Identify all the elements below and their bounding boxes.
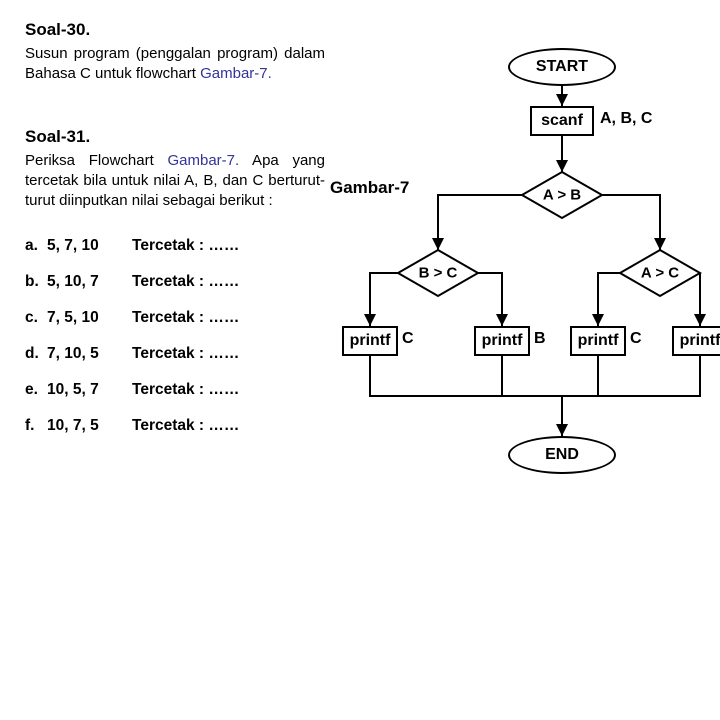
- answer-result: Tercetak : ……: [132, 309, 239, 326]
- soal31-body-pre: Periksa Flowchart: [25, 152, 167, 169]
- answer-row: d.7, 10, 5Tercetak : ……: [25, 345, 325, 363]
- answer-result: Tercetak : ……: [132, 417, 239, 434]
- soal30-body-link: Gambar-7.: [200, 65, 272, 82]
- answer-row: a.5, 7, 10Tercetak : ……: [25, 237, 325, 255]
- start-node: START: [508, 48, 616, 86]
- printf-c2: printf: [570, 326, 626, 356]
- answer-vals: 10, 5, 7: [47, 381, 132, 399]
- decision-a-gt-b: A > B: [522, 172, 602, 218]
- printf-a: printf: [672, 326, 720, 356]
- printf-c1: printf: [342, 326, 398, 356]
- answer-row: b.5, 10, 7Tercetak : ……: [25, 273, 325, 291]
- printf-b: printf: [474, 326, 530, 356]
- soal31-body-link: Gambar-7.: [167, 152, 239, 169]
- soal31-body: Periksa Flowchart Gambar-7. Apa yang ter…: [25, 151, 325, 212]
- answer-result: Tercetak : ……: [132, 345, 239, 362]
- end-node: END: [508, 436, 616, 474]
- decision-label: B > C: [419, 265, 458, 282]
- answer-vals: 10, 7, 5: [47, 417, 132, 435]
- soal30-title: Soal-30.: [25, 20, 325, 40]
- decision-label: A > B: [543, 187, 581, 204]
- printf-c2-side: C: [630, 330, 642, 348]
- answer-vals: 7, 5, 10: [47, 309, 132, 327]
- decision-b-gt-c: B > C: [398, 250, 478, 296]
- answer-vals: 5, 7, 10: [47, 237, 132, 255]
- scanf-node: scanf: [530, 106, 594, 136]
- answer-result: Tercetak : ……: [132, 381, 239, 398]
- answer-label: c.: [25, 309, 47, 327]
- answer-label: a.: [25, 237, 47, 255]
- answers-list: a.5, 7, 10Tercetak : …… b.5, 10, 7Tercet…: [25, 237, 325, 435]
- answer-label: e.: [25, 381, 47, 399]
- answer-label: f.: [25, 417, 47, 435]
- printf-c1-side: C: [402, 330, 414, 348]
- answer-row: e.10, 5, 7Tercetak : ……: [25, 381, 325, 399]
- printf-b-side: B: [534, 330, 546, 348]
- answer-result: Tercetak : ……: [132, 273, 239, 290]
- answer-row: c.7, 5, 10Tercetak : ……: [25, 309, 325, 327]
- answer-result: Tercetak : ……: [132, 237, 239, 254]
- soal30-body: Susun program (penggalan program) dalam …: [25, 44, 325, 85]
- decision-a-gt-c: A > C: [620, 250, 700, 296]
- answer-label: d.: [25, 345, 47, 363]
- answer-vals: 7, 10, 5: [47, 345, 132, 363]
- answer-vals: 5, 10, 7: [47, 273, 132, 291]
- decision-label: A > C: [641, 265, 679, 282]
- soal31-title: Soal-31.: [25, 127, 325, 147]
- scanf-side: A, B, C: [600, 110, 652, 128]
- answer-label: b.: [25, 273, 47, 291]
- flowchart: Gambar-7 START scanf A, B, C: [340, 48, 710, 518]
- soal30-body-pre: Susun program (penggalan program) dalam …: [25, 45, 325, 82]
- answer-row: f.10, 7, 5Tercetak : ……: [25, 417, 325, 435]
